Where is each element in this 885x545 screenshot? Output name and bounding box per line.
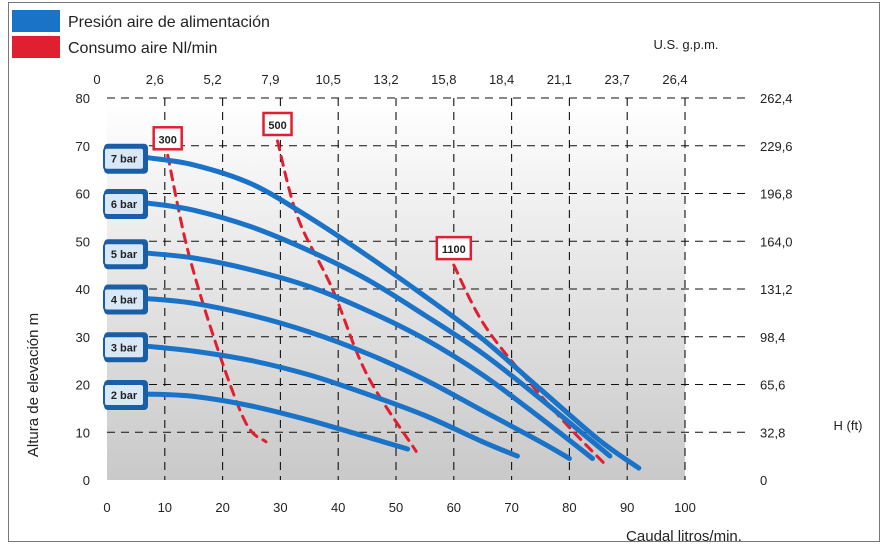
legend-swatch bbox=[12, 10, 60, 32]
y2-tick-label: 0 bbox=[760, 473, 767, 488]
x-tick-label: 0 bbox=[103, 500, 110, 515]
x2-tick-label: 5,2 bbox=[204, 72, 222, 87]
y-tick-label: 70 bbox=[76, 139, 90, 154]
x2-tick-label: 0 bbox=[93, 72, 100, 87]
consumption-label-box bbox=[262, 111, 293, 137]
consumption-label-box bbox=[435, 235, 473, 261]
y2-tick-label: 65,6 bbox=[760, 378, 785, 393]
y2-tick-label: 131,2 bbox=[760, 282, 793, 297]
pressure-label: 3 bar bbox=[111, 342, 138, 354]
x2-tick-label: 13,2 bbox=[373, 72, 398, 87]
y-tick-label: 20 bbox=[76, 378, 90, 393]
pressure-label-box bbox=[103, 192, 145, 217]
x-tick-label: 100 bbox=[674, 500, 696, 515]
pressure-label: 5 bar bbox=[111, 249, 138, 261]
consumption-label: 500 bbox=[268, 120, 286, 132]
x-tick-label: 70 bbox=[504, 500, 518, 515]
pressure-label: 2 bar bbox=[111, 390, 138, 402]
y2-tick-label: 196,8 bbox=[760, 187, 793, 202]
y2-tick-label: 98,4 bbox=[760, 330, 785, 345]
y-tick-label: 30 bbox=[76, 330, 90, 345]
y2-tick-label: 262,4 bbox=[760, 91, 793, 106]
pressure-label-box bbox=[103, 383, 145, 408]
x2-tick-label: 10,5 bbox=[316, 72, 341, 87]
legend-swatch bbox=[12, 36, 60, 58]
x-tick-label: 20 bbox=[215, 500, 229, 515]
pressure-curve bbox=[145, 200, 613, 459]
pressure-curve bbox=[145, 343, 520, 459]
x2-tick-label: 2,6 bbox=[146, 72, 164, 87]
x2-tick-label: 21,1 bbox=[547, 72, 572, 87]
x2-tick-label: 15,8 bbox=[431, 72, 456, 87]
consumption-label-box bbox=[152, 126, 183, 151]
y-tick-label: 60 bbox=[76, 187, 90, 202]
x-tick-label: 10 bbox=[158, 500, 172, 515]
x-tick-label: 90 bbox=[620, 500, 634, 515]
pressure-label-box bbox=[103, 242, 145, 267]
x-tick-label: 40 bbox=[331, 500, 345, 515]
y2-axis-label: H (ft) bbox=[834, 418, 863, 433]
consumption-label: 300 bbox=[159, 134, 177, 146]
pressure-curve bbox=[145, 296, 572, 461]
pressure-label: 6 bar bbox=[111, 199, 138, 211]
x2-tick-label: 23,7 bbox=[605, 72, 630, 87]
pressure-curve bbox=[145, 391, 411, 452]
pressure-label-box bbox=[103, 146, 145, 171]
x2-tick-label: 7,9 bbox=[261, 72, 279, 87]
y2-tick-label: 32,8 bbox=[760, 425, 785, 440]
x-axis-label: Caudal litros/min. bbox=[626, 528, 742, 545]
y2-tick-label: 229,6 bbox=[760, 139, 793, 154]
pressure-label: 4 bar bbox=[111, 295, 138, 307]
x2-tick-label: 18,4 bbox=[489, 72, 514, 87]
legend-label: Presión aire de alimentación bbox=[68, 14, 270, 31]
y-axis-label: Altura de elevación m bbox=[25, 313, 42, 457]
x-tick-label: 30 bbox=[273, 500, 287, 515]
x-tick-label: 60 bbox=[447, 500, 461, 515]
x-tick-label: 80 bbox=[562, 500, 576, 515]
x2-tick-label: 26,4 bbox=[662, 72, 687, 87]
consumption-label: 1100 bbox=[442, 244, 466, 256]
pressure-label-box bbox=[103, 287, 145, 312]
y-tick-label: 80 bbox=[76, 91, 90, 106]
y-tick-label: 0 bbox=[83, 473, 90, 488]
pressure-curve bbox=[145, 250, 595, 461]
x2-axis-label: U.S. g.p.m. bbox=[653, 37, 718, 52]
pressure-label-box bbox=[103, 335, 145, 360]
y-tick-label: 10 bbox=[76, 425, 90, 440]
x-tick-label: 50 bbox=[389, 500, 403, 515]
y2-tick-label: 164,0 bbox=[760, 234, 793, 249]
pressure-label: 7 bar bbox=[111, 154, 138, 166]
legend-label: Consumo aire Nl/min bbox=[68, 40, 217, 57]
y-tick-label: 50 bbox=[76, 234, 90, 249]
y-tick-label: 40 bbox=[76, 282, 90, 297]
pressure-curve bbox=[145, 155, 642, 471]
consumption-curve bbox=[166, 153, 268, 444]
consumption-curve bbox=[276, 139, 418, 453]
